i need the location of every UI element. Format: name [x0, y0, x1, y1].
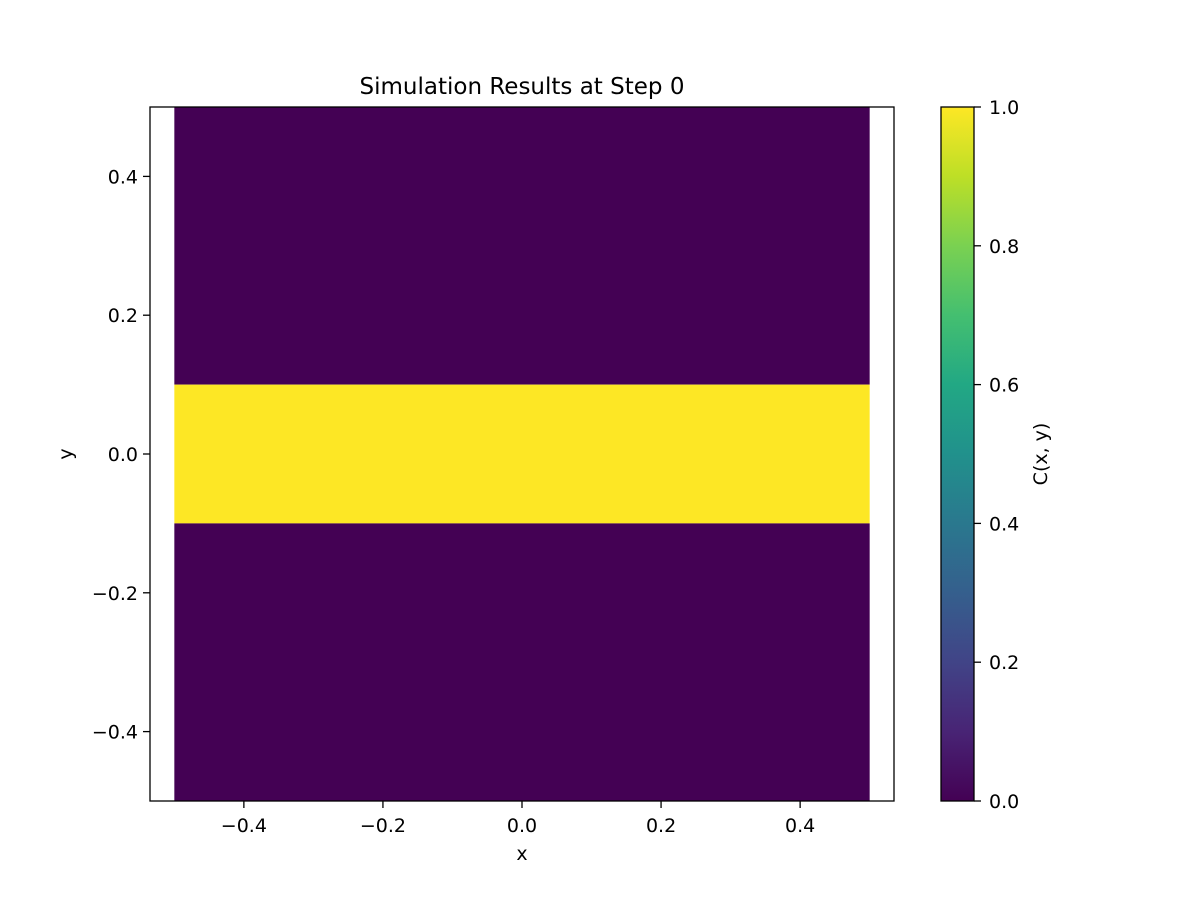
colorbar-tick-label: 0.0 [989, 791, 1019, 813]
y-tick-label: 0.0 [108, 444, 138, 466]
x-axis-ticks: −0.4 −0.2 0.0 0.2 0.4 [221, 801, 815, 837]
x-tick-label: −0.2 [360, 815, 406, 837]
x-tick-label: 0.2 [646, 815, 676, 837]
y-axis-label: y [55, 448, 77, 459]
x-tick-label: −0.4 [221, 815, 267, 837]
heatmap-band-2 [174, 523, 870, 801]
heatmap-band-1 [174, 384, 870, 524]
chart-title: Simulation Results at Step 0 [360, 74, 685, 100]
colorbar-tick-label: 0.2 [989, 652, 1019, 674]
colorbar-tick-label: 0.4 [989, 513, 1019, 535]
x-tick-label: 0.4 [785, 815, 815, 837]
colorbar-tick-label: 0.6 [989, 375, 1019, 397]
colorbar-tick-label: 1.0 [989, 97, 1019, 119]
y-tick-label: 0.4 [108, 166, 138, 188]
y-tick-label: −0.4 [92, 722, 138, 744]
y-tick-label: 0.2 [108, 305, 138, 327]
colorbar-tick-label: 0.8 [989, 236, 1019, 258]
y-axis-ticks: −0.4 −0.2 0.0 0.2 0.4 [92, 166, 150, 744]
colorbar-ticks: 0.0 0.2 0.4 0.6 0.8 1.0 [974, 97, 1019, 813]
colorbar-label: C(x, y) [1030, 423, 1052, 486]
y-tick-label: −0.2 [92, 583, 138, 605]
colorbar [940, 106, 975, 802]
heatmap-band-0 [174, 107, 870, 385]
heatmap-field [174, 107, 870, 801]
x-tick-label: 0.0 [507, 815, 537, 837]
x-axis-label: x [516, 843, 527, 865]
